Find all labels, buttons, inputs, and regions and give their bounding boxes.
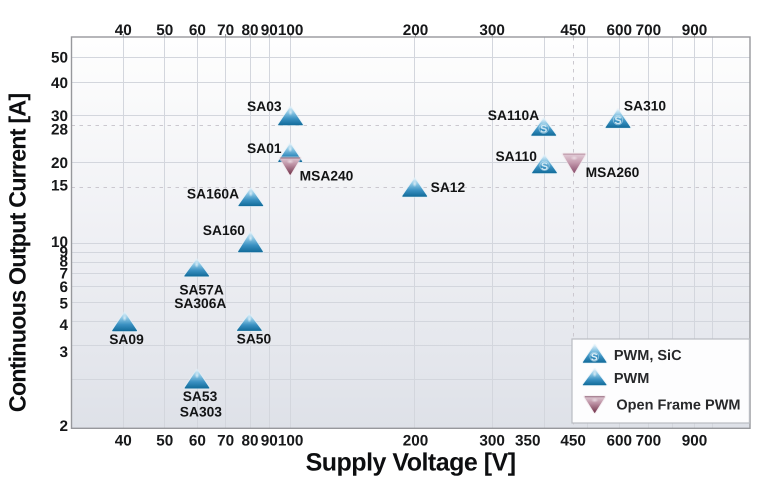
svg-text:600: 600 <box>607 432 633 449</box>
svg-text:7: 7 <box>59 266 68 283</box>
svg-text:SA01: SA01 <box>247 141 282 156</box>
svg-text:90: 90 <box>261 432 278 449</box>
svg-text:SA160A: SA160A <box>187 186 239 201</box>
svg-text:900: 900 <box>682 432 708 449</box>
svg-text:80: 80 <box>241 432 258 449</box>
svg-text:30: 30 <box>51 108 68 125</box>
svg-text:10: 10 <box>51 234 68 251</box>
svg-text:900: 900 <box>682 22 708 39</box>
svg-text:SA110: SA110 <box>495 149 537 164</box>
svg-text:SA310: SA310 <box>624 98 667 113</box>
svg-text:Open Frame PWM: Open Frame PWM <box>616 397 740 413</box>
svg-text:SA53: SA53 <box>183 389 218 404</box>
svg-text:Continuous Output Current [A]: Continuous Output Current [A] <box>4 94 30 413</box>
svg-text:SA303: SA303 <box>180 404 223 419</box>
svg-text:6: 6 <box>59 279 68 296</box>
svg-text:S: S <box>591 352 598 364</box>
svg-text:70: 70 <box>217 432 234 449</box>
svg-text:PWM, SiC: PWM, SiC <box>614 348 682 364</box>
svg-text:SA110A: SA110A <box>488 108 539 123</box>
svg-text:SA12: SA12 <box>431 180 466 195</box>
svg-text:SA57A: SA57A <box>179 282 224 297</box>
svg-text:Supply Voltage [V]: Supply Voltage [V] <box>306 449 516 477</box>
svg-text:SA03: SA03 <box>247 99 282 114</box>
svg-text:50: 50 <box>156 432 173 449</box>
svg-text:40: 40 <box>51 75 68 92</box>
svg-text:80: 80 <box>241 22 258 39</box>
svg-text:200: 200 <box>403 22 429 39</box>
svg-text:3: 3 <box>59 344 68 361</box>
svg-text:8: 8 <box>59 254 68 271</box>
svg-text:40: 40 <box>115 22 132 39</box>
svg-text:70: 70 <box>217 22 234 39</box>
svg-text:28: 28 <box>51 122 69 139</box>
svg-text:S: S <box>614 115 621 127</box>
svg-text:40: 40 <box>115 432 132 449</box>
svg-text:100: 100 <box>278 22 304 39</box>
svg-text:450: 450 <box>560 432 586 449</box>
svg-text:4: 4 <box>59 317 68 334</box>
svg-text:15: 15 <box>51 178 69 195</box>
svg-text:100: 100 <box>278 432 304 449</box>
svg-text:200: 200 <box>403 432 429 449</box>
svg-text:50: 50 <box>156 22 173 39</box>
svg-text:60: 60 <box>189 432 206 449</box>
svg-text:2: 2 <box>59 418 68 435</box>
svg-text:90: 90 <box>261 22 278 39</box>
svg-text:600: 600 <box>607 22 633 39</box>
svg-text:300: 300 <box>479 432 505 449</box>
svg-text:SA50: SA50 <box>237 331 272 346</box>
svg-text:700: 700 <box>636 432 662 449</box>
svg-text:20: 20 <box>51 155 68 172</box>
svg-text:450: 450 <box>560 22 586 39</box>
svg-text:MSA240: MSA240 <box>300 168 354 183</box>
svg-text:SA306A: SA306A <box>174 296 226 311</box>
svg-text:50: 50 <box>51 49 68 66</box>
svg-text:300: 300 <box>479 22 505 39</box>
svg-text:350: 350 <box>515 432 541 449</box>
svg-text:700: 700 <box>636 22 662 39</box>
svg-text:SA160: SA160 <box>203 223 246 238</box>
svg-text:S: S <box>541 161 548 173</box>
svg-text:MSA260: MSA260 <box>586 165 640 180</box>
svg-text:SA09: SA09 <box>109 332 144 347</box>
svg-text:60: 60 <box>189 22 206 39</box>
svg-text:PWM: PWM <box>614 371 649 387</box>
svg-text:5: 5 <box>59 296 68 313</box>
svg-text:S: S <box>540 124 547 136</box>
svg-text:9: 9 <box>59 244 68 261</box>
